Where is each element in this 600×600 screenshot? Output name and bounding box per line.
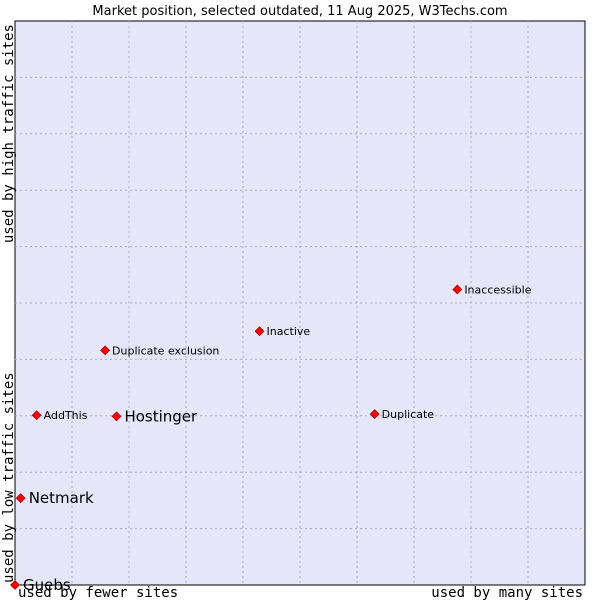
y-axis-label-top: used by high traffic sites xyxy=(1,24,17,243)
data-point-label: Inactive xyxy=(267,325,311,338)
grid-lines xyxy=(15,21,585,585)
data-point-marker xyxy=(254,326,265,337)
x-axis-label-left: used by fewer sites xyxy=(18,585,178,600)
data-point-marker xyxy=(31,410,42,421)
chart-title: Market position, selected outdated, 11 A… xyxy=(92,4,507,19)
data-point-label: Inaccessible xyxy=(464,283,531,296)
data-point-label: Netmark xyxy=(29,489,94,507)
data-points: Inaccessible Inactive Duplicate exclusion A… xyxy=(10,283,532,594)
data-point-marker xyxy=(15,493,26,504)
data-point-marker xyxy=(100,345,110,356)
data-point-marker xyxy=(111,411,122,422)
data-point-label: Duplicate xyxy=(382,408,435,421)
data-point-marker xyxy=(10,580,20,590)
data-point-label: Hostinger xyxy=(124,407,198,425)
data-point-marker xyxy=(452,284,463,295)
data-point-marker xyxy=(369,409,380,420)
y-axis-label-bottom: used by low traffic sites xyxy=(1,372,17,583)
data-point-label: Guebs xyxy=(23,576,71,594)
data-point-label: AddThis xyxy=(44,409,88,422)
x-axis-label-right: used by many sites xyxy=(431,585,583,600)
data-point-label: Duplicate exclusion xyxy=(112,344,219,357)
